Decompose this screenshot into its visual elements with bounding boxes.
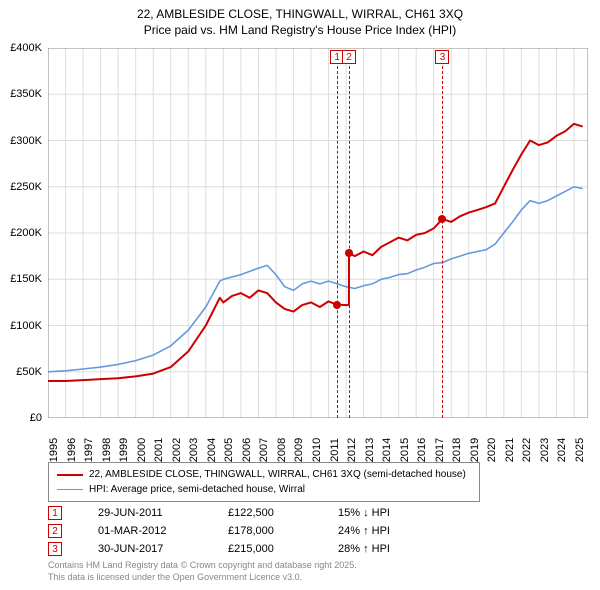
title-line2: Price paid vs. HM Land Registry's House …: [0, 22, 600, 38]
y-tick-label: £150K: [10, 273, 42, 285]
x-tick-label: 2000: [136, 438, 148, 462]
x-tick-label: 2024: [556, 438, 568, 462]
x-tick-label: 2001: [153, 438, 165, 462]
y-tick-label: £250K: [10, 181, 42, 193]
sale-marker-line: [337, 66, 338, 418]
sale-marker-line: [442, 66, 443, 418]
y-tick-label: £50K: [16, 366, 42, 378]
legend: 22, AMBLESIDE CLOSE, THINGWALL, WIRRAL, …: [48, 462, 480, 502]
x-tick-label: 2007: [258, 438, 270, 462]
x-tick-label: 2004: [206, 438, 218, 462]
sale-point: [438, 215, 446, 223]
sale-date: 30-JUN-2017: [98, 543, 228, 555]
sale-date: 29-JUN-2011: [98, 507, 228, 519]
x-tick-label: 2002: [171, 438, 183, 462]
sales-table: 1 29-JUN-2011£122,50015% ↓ HPI 2 01-MAR-201…: [48, 504, 458, 558]
sale-row-box: 3: [48, 542, 62, 556]
x-tick-label: 2011: [329, 438, 341, 462]
y-axis: £0£50K£100K£150K£200K£250K£300K£350K£400…: [0, 48, 44, 418]
x-tick-label: 2015: [399, 438, 411, 462]
x-tick-label: 1997: [83, 438, 95, 462]
x-tick-label: 2016: [416, 438, 428, 462]
sale-row: 1 29-JUN-2011£122,50015% ↓ HPI: [48, 504, 458, 522]
x-axis: 1995 1996 1997 1998 1999 2000 2001 2002 2003 2004…: [48, 420, 588, 460]
y-tick-label: £100K: [10, 320, 42, 332]
legend-item: HPI: Average price, semi-detached house,…: [57, 482, 471, 497]
sale-pct: 15% ↓ HPI: [338, 507, 458, 519]
sale-row: 3 30-JUN-2017£215,00028% ↑ HPI: [48, 540, 458, 558]
y-tick-label: £200K: [10, 227, 42, 239]
x-tick-label: 2012: [346, 438, 358, 462]
x-tick-label: 2020: [486, 438, 498, 462]
legend-swatch: [57, 474, 83, 476]
sale-row: 2 01-MAR-2012£178,00024% ↑ HPI: [48, 522, 458, 540]
x-tick-label: 2005: [223, 438, 235, 462]
legend-swatch: [57, 489, 83, 490]
sale-marker-box: 2: [342, 50, 356, 64]
chart-plot: 123: [48, 48, 588, 418]
y-tick-label: £350K: [10, 88, 42, 100]
sale-row-box: 2: [48, 524, 62, 538]
y-tick-label: £300K: [10, 135, 42, 147]
x-tick-label: 2017: [434, 438, 446, 462]
chart-svg: [48, 48, 588, 418]
x-tick-label: 2006: [241, 438, 253, 462]
x-tick-label: 2021: [504, 438, 516, 462]
x-tick-label: 2013: [364, 438, 376, 462]
x-tick-label: 1995: [48, 438, 60, 462]
sale-price: £178,000: [228, 525, 338, 537]
sale-pct: 28% ↑ HPI: [338, 543, 458, 555]
x-tick-label: 2009: [293, 438, 305, 462]
sale-row-box: 1: [48, 506, 62, 520]
sale-price: £122,500: [228, 507, 338, 519]
sale-price: £215,000: [228, 543, 338, 555]
y-tick-label: £0: [30, 412, 42, 424]
sale-point: [333, 301, 341, 309]
x-tick-label: 2008: [276, 438, 288, 462]
sale-marker-line: [349, 66, 350, 418]
x-tick-label: 2014: [381, 438, 393, 462]
sale-marker-box: 3: [435, 50, 449, 64]
x-tick-label: 2018: [451, 438, 463, 462]
title-line1: 22, AMBLESIDE CLOSE, THINGWALL, WIRRAL, …: [0, 6, 600, 22]
x-tick-label: 2003: [188, 438, 200, 462]
x-tick-label: 1999: [118, 438, 130, 462]
x-tick-label: 1996: [66, 438, 78, 462]
footer-line2: This data is licensed under the Open Gov…: [48, 572, 357, 584]
legend-label: HPI: Average price, semi-detached house,…: [89, 482, 305, 497]
y-tick-label: £400K: [10, 42, 42, 54]
sale-date: 01-MAR-2012: [98, 525, 228, 537]
legend-label: 22, AMBLESIDE CLOSE, THINGWALL, WIRRAL, …: [89, 467, 466, 482]
x-tick-label: 2023: [539, 438, 551, 462]
chart-title: 22, AMBLESIDE CLOSE, THINGWALL, WIRRAL, …: [0, 0, 600, 38]
x-tick-label: 2019: [469, 438, 481, 462]
x-tick-label: 2022: [521, 438, 533, 462]
sale-pct: 24% ↑ HPI: [338, 525, 458, 537]
footer-line1: Contains HM Land Registry data © Crown c…: [48, 560, 357, 572]
sale-point: [345, 249, 353, 257]
legend-item: 22, AMBLESIDE CLOSE, THINGWALL, WIRRAL, …: [57, 467, 471, 482]
x-tick-label: 2010: [311, 438, 323, 462]
x-tick-label: 2025: [574, 438, 586, 462]
x-tick-label: 1998: [101, 438, 113, 462]
footer-attribution: Contains HM Land Registry data © Crown c…: [48, 560, 357, 583]
